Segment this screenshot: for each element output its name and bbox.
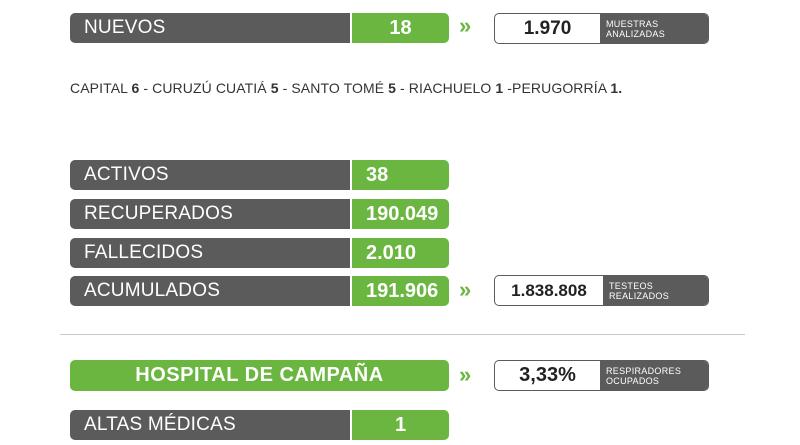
fallecidos-label: FALLECIDOS xyxy=(70,238,350,268)
respiradores-value: 3,33% xyxy=(519,364,576,386)
altas-medicas-value: 1 xyxy=(352,410,449,440)
testeos-box: 1.838.808 TESTEOS REALIZADOS xyxy=(494,275,709,306)
location-item: RIACHUELO 1 - xyxy=(408,80,513,96)
nuevos-label: NUEVOS xyxy=(70,13,350,43)
location-item: PERUGORRÍA 1. xyxy=(512,80,623,96)
respiradores-caption-line1: RESPIRADORES xyxy=(606,365,682,376)
testeos-caption-line2: REALIZADOS xyxy=(609,290,670,301)
testeos-caption-line1: TESTEOS xyxy=(609,280,654,291)
chevron-right-icon: » xyxy=(459,277,472,302)
activos-value: 38 xyxy=(352,160,449,190)
location-item: SANTO TOMÉ 5 - xyxy=(291,80,409,96)
respiradores-caption-line2: OCUPADOS xyxy=(606,375,660,386)
activos-label: ACTIVOS xyxy=(70,160,350,190)
nuevos-value: 18 xyxy=(352,13,449,43)
respiradores-caption: RESPIRADORES OCUPADOS xyxy=(600,361,708,390)
chevron-right-icon: » xyxy=(459,362,472,387)
location-item: CAPITAL 6 - xyxy=(70,80,153,96)
muestras-caption-line1: MUESTRAS xyxy=(606,18,659,29)
recuperados-value: 190.049 xyxy=(352,199,449,229)
muestras-caption: MUESTRAS ANALIZADAS xyxy=(600,14,708,43)
muestras-caption-line2: ANALIZADAS xyxy=(606,28,666,39)
testeos-caption: TESTEOS REALIZADOS xyxy=(603,276,708,305)
muestras-box: 1.970 MUESTRAS ANALIZADAS xyxy=(494,13,709,44)
location-item: CURUZÚ CUATIÁ 5 - xyxy=(152,80,292,96)
chevron-right-icon: » xyxy=(459,13,472,38)
altas-medicas-label: ALTAS MÉDICAS xyxy=(70,410,350,440)
muestras-value: 1.970 xyxy=(523,17,572,39)
acumulados-value: 191.906 xyxy=(352,276,449,306)
section-divider xyxy=(60,334,745,335)
recuperados-label: RECUPERADOS xyxy=(70,199,350,229)
fallecidos-value: 2.010 xyxy=(352,238,449,268)
hospital-campana-banner: HOSPITAL DE CAMPAÑA xyxy=(70,360,449,391)
testeos-value: 1.838.808 xyxy=(511,280,587,300)
locations-line: CAPITAL 6 - CURUZÚ CUATIÁ 5 - SANTO TOMÉ… xyxy=(70,80,622,96)
acumulados-label: ACUMULADOS xyxy=(70,276,350,306)
respiradores-box: 3,33% RESPIRADORES OCUPADOS xyxy=(494,360,709,391)
